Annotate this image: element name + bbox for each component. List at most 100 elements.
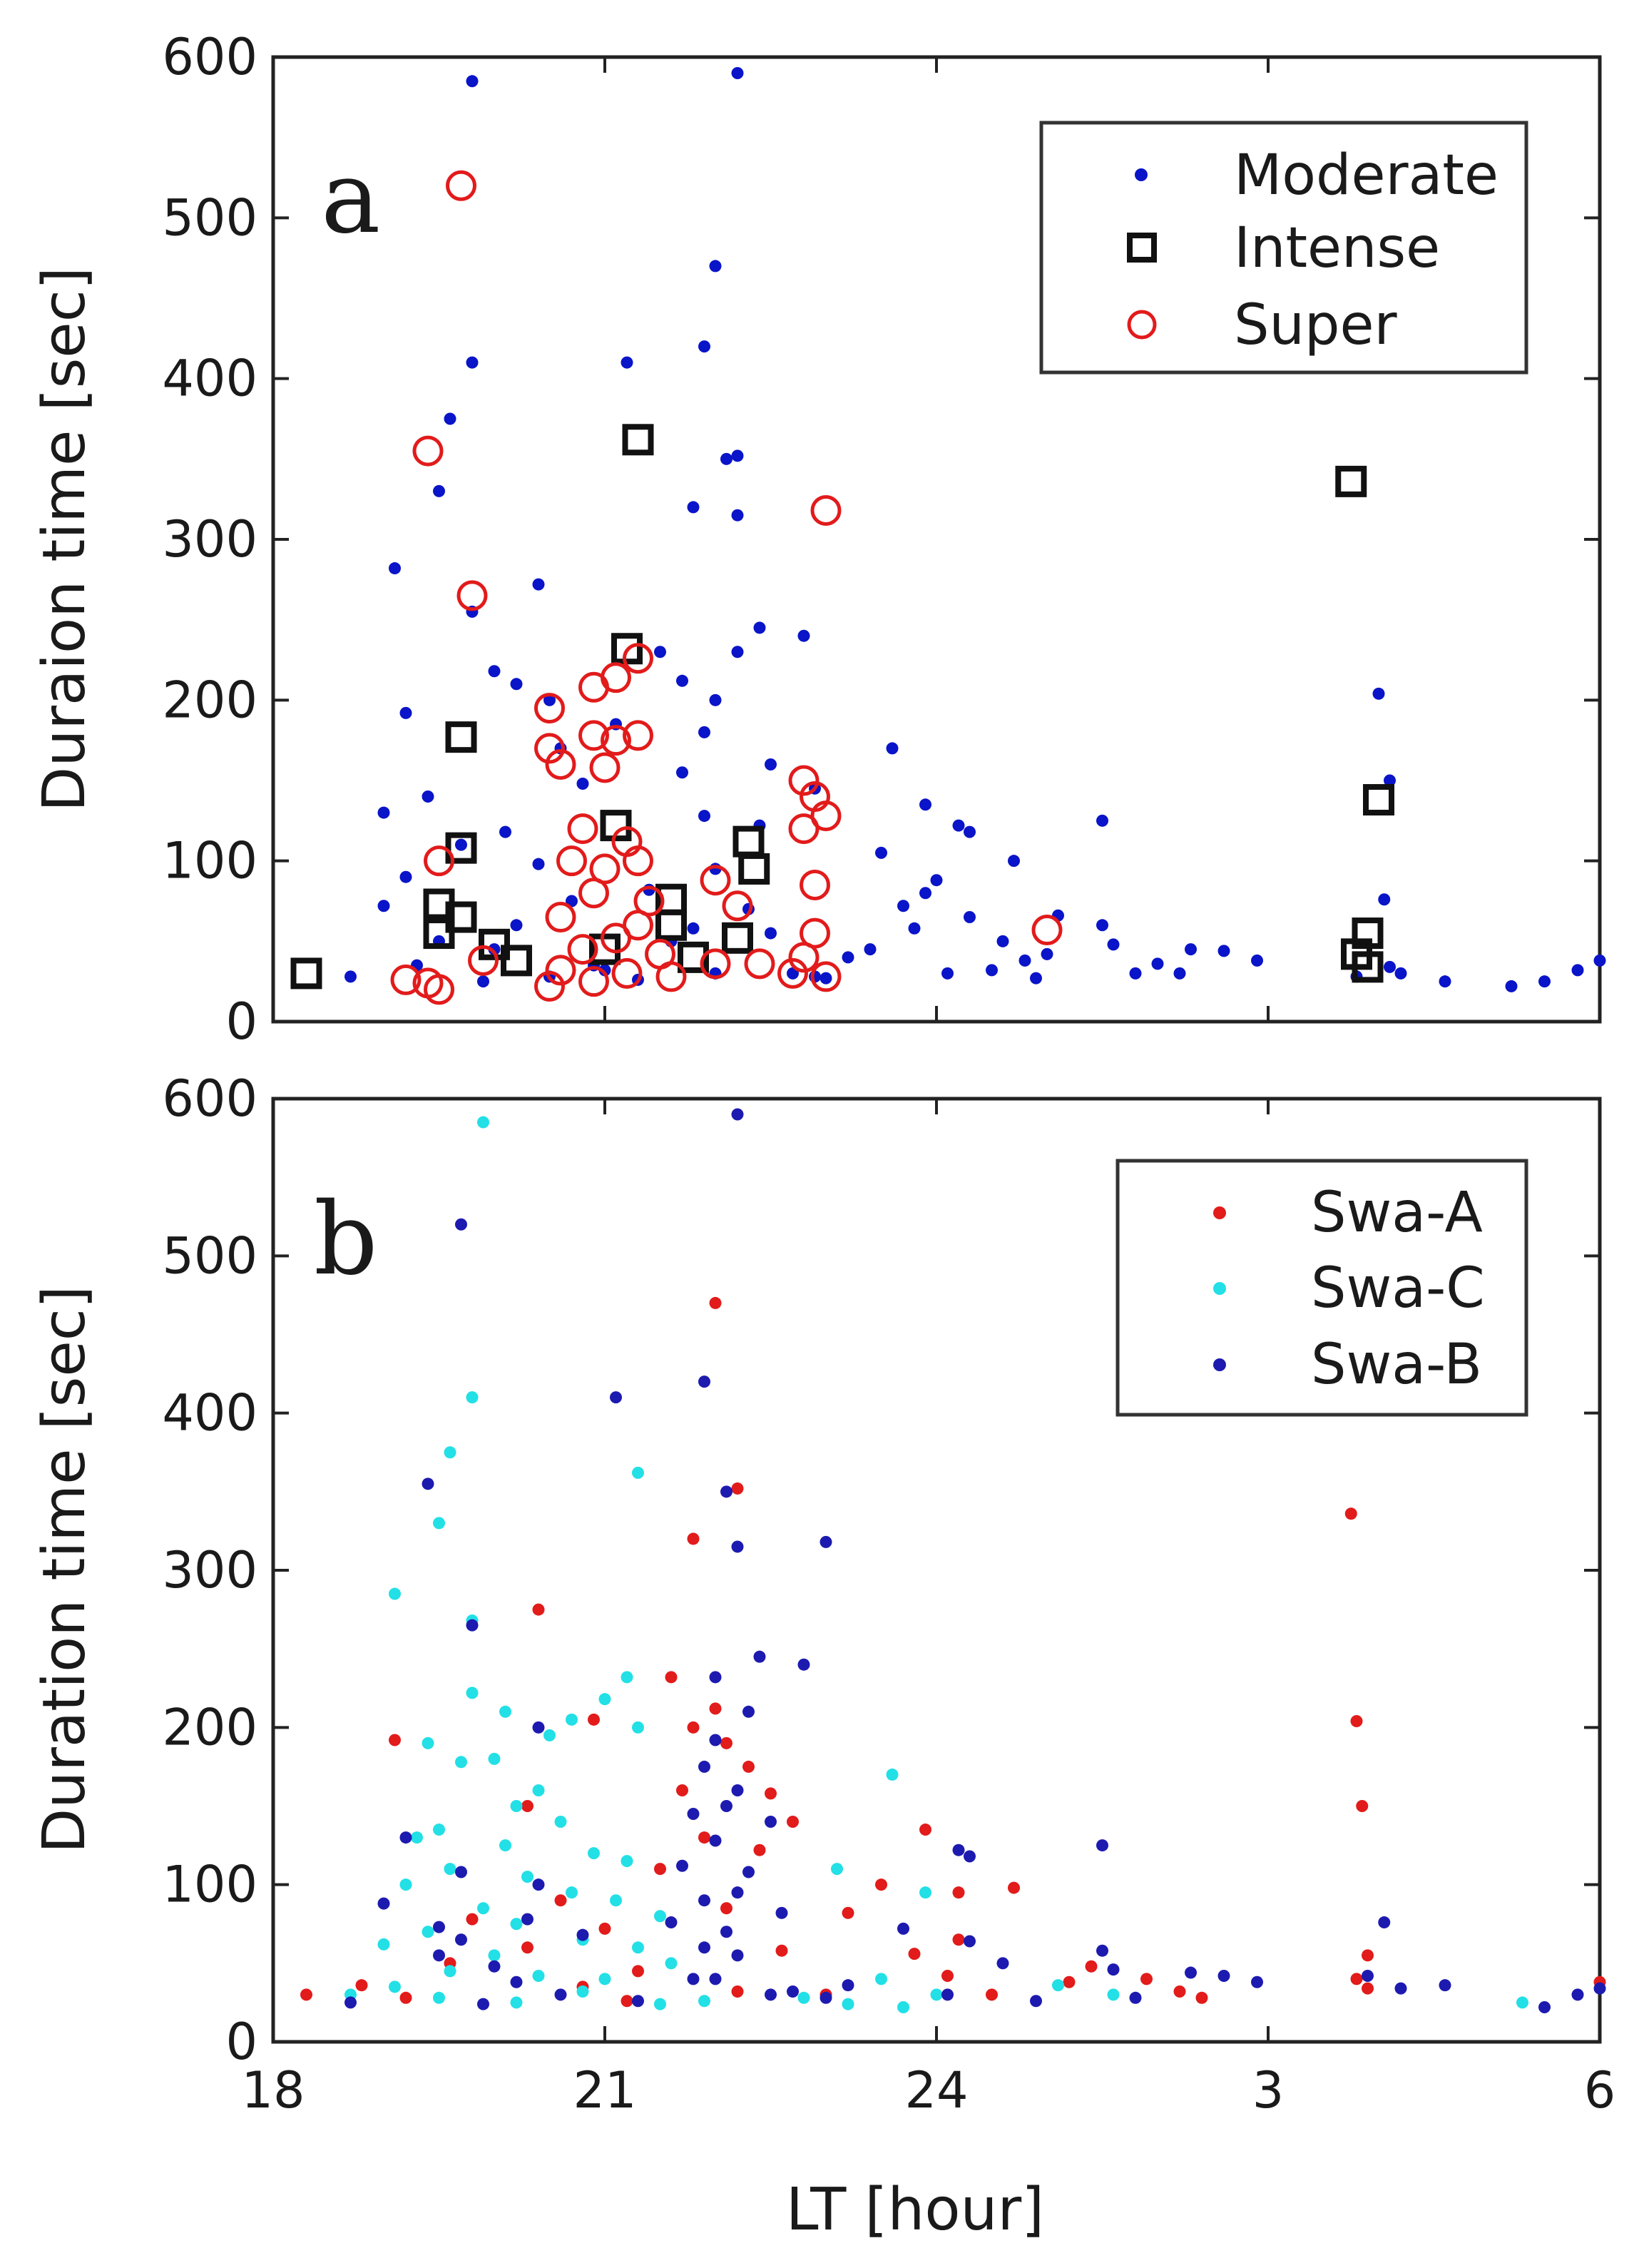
panel-a-point-moderate [499, 825, 511, 838]
panel-b-point-swa-a [598, 1922, 611, 1935]
panel-b-point-swa-b [964, 1935, 976, 1948]
panel-a-point-intense [1363, 784, 1394, 816]
panel-b-point-swa-b [952, 1844, 965, 1856]
panel-b-point-swa-b [1362, 1969, 1374, 1982]
panel-b-point-swa-b [742, 1705, 755, 1718]
panel-a-point-intense [678, 941, 709, 973]
panel-a-point-moderate [753, 621, 766, 634]
panel-b-point-swa-a [709, 1296, 722, 1309]
panel-a-ytick-label: 0 [225, 992, 257, 1051]
panel-a-point-intense [732, 825, 765, 858]
panel-b-point-swa-b [765, 1988, 777, 2001]
panel-a-point-intense [445, 901, 477, 933]
panel-b-point-swa-b [433, 1949, 445, 1962]
panel-b-point-swa-a [632, 1965, 644, 1978]
panel-b-point-swa-c [621, 1855, 633, 1868]
panel-a-point-moderate [399, 870, 412, 883]
panel-b-legend-box [1115, 1159, 1528, 1417]
panel-b-point-swa-a [1362, 1949, 1374, 1962]
panel-b-point-swa-a [1140, 1973, 1153, 1985]
panel-b-point-swa-c [654, 1998, 666, 2010]
panel-a-point-super [800, 869, 830, 900]
panel-b-point-swa-a [1063, 1975, 1076, 1988]
panel-a-letter: a [321, 140, 380, 256]
panel-a-point-super [700, 948, 731, 980]
panel-a-point-moderate [676, 766, 688, 779]
panel-b-point-swa-a [908, 1948, 921, 1961]
panel-a-point-moderate [1107, 938, 1120, 951]
panel-a-point-super [412, 435, 444, 467]
panel-b-ytick-label: 400 [162, 1384, 257, 1443]
panel-b-point-swa-b [787, 1985, 799, 1998]
panel-a-point-super [545, 902, 576, 933]
legend-super-label: Super [1234, 293, 1397, 357]
panel-a-point-moderate [797, 629, 810, 642]
panel-b-series-swa-a [300, 1296, 1606, 2008]
panel-b-point-swa-c [598, 1693, 611, 1706]
panel-b-point-swa-b [765, 1816, 777, 1829]
panel-b-point-swa-b [455, 1866, 467, 1878]
panel-a-ytick-label: 300 [162, 510, 257, 569]
panel-a-legend: Moderate Intense Super [1039, 121, 1528, 375]
panel-b-point-swa-c [477, 1116, 489, 1129]
panel-a-point-super [777, 957, 808, 989]
panel-b-point-swa-c [543, 1729, 556, 1741]
legend-intense-label: Intense [1234, 216, 1440, 280]
panel-b-ytick-label: 0 [225, 2013, 257, 2071]
panel-b-point-swa-b [1096, 1944, 1108, 1957]
panel-b-point-swa-b [521, 1913, 533, 1926]
panel-a-point-moderate [598, 964, 611, 977]
panel-b-point-swa-a [941, 1969, 954, 1982]
panel-a-point-moderate [389, 562, 401, 575]
panel-a-point-super [788, 813, 820, 845]
legend-swa-a-label: Swa-A [1311, 1181, 1483, 1245]
panel-a-point-moderate [765, 927, 777, 940]
panel-a-point-moderate [886, 742, 899, 755]
panel-a-point-moderate [344, 970, 357, 983]
panel-b-point-swa-c [554, 1816, 567, 1829]
panel-b-point-swa-a [1173, 1985, 1186, 1998]
legend-swa-c-label: Swa-C [1311, 1256, 1485, 1321]
panel-a-point-moderate [842, 951, 854, 964]
panel-a-point-intense [501, 945, 532, 977]
panel-a-point-intense [600, 810, 632, 842]
panel-b-point-swa-c [433, 1991, 445, 2004]
panel-a-point-moderate [1384, 960, 1396, 973]
panel-a-point-moderate [466, 356, 479, 369]
panel-a-point-moderate [897, 900, 909, 912]
panel-b-point-swa-b [731, 1886, 744, 1899]
panel-b-ytick-label: 600 [162, 1069, 257, 1128]
panel-b-point-swa-a [1344, 1507, 1357, 1520]
panel-a-point-moderate [676, 674, 688, 687]
panel-b-point-swa-b [709, 1834, 722, 1847]
panel-b-point-swa-c [1052, 1979, 1064, 1992]
panel-a-point-moderate [399, 706, 412, 719]
panel-b-point-swa-b [698, 1375, 710, 1388]
panel-a-point-super [722, 890, 753, 922]
panel-a-ytick-label: 400 [162, 350, 257, 408]
panel-a-point-moderate [510, 678, 523, 691]
legend-swa-b-label: Swa-B [1311, 1333, 1482, 1397]
panel-b-point-swa-c [499, 1839, 511, 1852]
panel-a-point-moderate [1505, 980, 1518, 992]
panel-a-point-intense [1335, 465, 1367, 497]
panel-b-point-swa-c [422, 1926, 434, 1938]
panel-b-point-swa-a [765, 1787, 777, 1800]
panel-b-point-swa-a [687, 1532, 700, 1545]
panel-a-ytick-label: 600 [162, 28, 257, 86]
panel-b-point-swa-c [532, 1784, 545, 1796]
panel-a-point-moderate [576, 778, 589, 790]
panel-b-point-swa-a [1362, 1982, 1374, 1995]
panel-b-xtick-label: 18 [241, 2061, 305, 2120]
panel-a-point-moderate [1571, 964, 1584, 977]
panel-a-point-moderate [488, 943, 501, 956]
panel-a-ytick-label: 100 [162, 832, 257, 890]
panel-b-point-swa-c [1516, 1996, 1528, 2009]
panel-a-point-moderate [1096, 814, 1108, 827]
panel-a-point-moderate [1096, 919, 1108, 932]
panel-b-point-swa-a [731, 1482, 744, 1495]
panel-a-point-moderate [1251, 954, 1263, 967]
panel-b-points [300, 1108, 1606, 2014]
panel-a-point-super [601, 662, 631, 693]
panel-a-point-moderate [687, 501, 700, 514]
